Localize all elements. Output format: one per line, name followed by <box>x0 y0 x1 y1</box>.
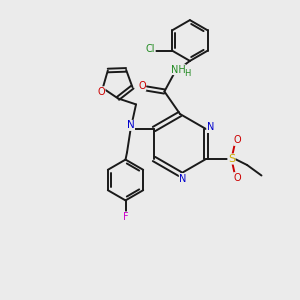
Text: Cl: Cl <box>146 44 155 54</box>
Text: NH: NH <box>170 64 185 75</box>
Text: N: N <box>179 173 187 184</box>
Text: O: O <box>234 172 241 183</box>
Text: S: S <box>228 154 235 164</box>
Text: H: H <box>184 69 191 78</box>
Text: N: N <box>127 120 134 130</box>
Text: F: F <box>123 212 128 222</box>
Text: O: O <box>98 87 105 97</box>
Text: O: O <box>234 135 241 146</box>
Text: O: O <box>138 81 146 91</box>
Text: N: N <box>207 122 214 133</box>
